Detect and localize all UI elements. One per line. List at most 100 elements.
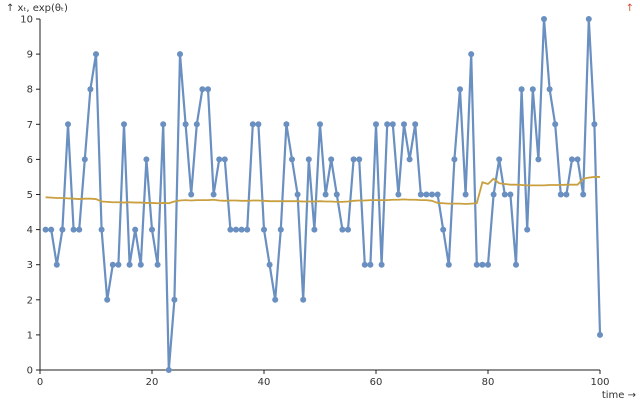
data-point [294, 191, 301, 198]
data-point [462, 191, 469, 198]
data-point [277, 226, 284, 233]
data-point [238, 226, 245, 233]
data-point [434, 191, 441, 198]
data-point [249, 121, 256, 128]
data-point [65, 121, 71, 128]
data-point [205, 86, 211, 93]
data-point [373, 121, 379, 128]
data-point [121, 121, 127, 128]
y-tick-label: 4 [27, 225, 33, 236]
data-point [557, 191, 564, 198]
data-point [580, 191, 587, 198]
x-ticks: 0 20 40 60 80 100 [37, 370, 610, 388]
data-point [367, 261, 374, 268]
data-point [126, 261, 133, 268]
data-point [233, 226, 239, 233]
data-point [378, 261, 385, 268]
data-point [574, 156, 581, 163]
data-point [361, 261, 368, 268]
data-point [272, 296, 279, 303]
x-tick-label: 60 [370, 377, 383, 388]
data-point [356, 156, 363, 163]
data-point [98, 226, 105, 233]
data-point [48, 226, 55, 233]
data-point [188, 191, 195, 198]
data-point [104, 296, 111, 303]
data-point [261, 226, 267, 233]
data-point [507, 191, 514, 198]
data-point [569, 156, 575, 163]
data-point [546, 86, 553, 93]
data-point [193, 121, 200, 128]
y-tick-label: 7 [27, 120, 33, 131]
data-point [429, 191, 435, 198]
data-point [221, 156, 228, 163]
data-point [283, 121, 290, 128]
data-point [199, 86, 206, 93]
data-point [160, 121, 167, 128]
data-point [451, 156, 458, 163]
data-point [479, 261, 486, 268]
data-point [535, 156, 542, 163]
y-tick-label: 9 [27, 50, 33, 61]
data-point [490, 191, 497, 198]
x-axis-label: time → [602, 390, 636, 400]
x-tick-label: 100 [590, 377, 609, 388]
data-point [115, 261, 122, 268]
data-point [395, 191, 402, 198]
data-point [42, 226, 49, 233]
data-point [501, 191, 508, 198]
data-point [445, 261, 452, 268]
data-point [468, 51, 475, 58]
y-tick-label: 0 [27, 366, 33, 377]
x-tick-label: 0 [37, 377, 43, 388]
data-point [345, 226, 351, 233]
data-point [485, 261, 491, 268]
data-point [171, 296, 178, 303]
data-point [59, 226, 66, 233]
y-ticks: 0 1 2 3 4 5 6 7 8 9 10 [20, 15, 40, 377]
data-point [87, 86, 94, 93]
data-point [384, 121, 391, 128]
data-point [227, 226, 234, 233]
data-point [317, 121, 323, 128]
data-point [401, 121, 407, 128]
data-point [473, 261, 480, 268]
data-point [244, 226, 251, 233]
y-tick-label: 2 [27, 295, 33, 306]
data-point [289, 156, 295, 163]
data-point [389, 121, 396, 128]
data-point [440, 226, 447, 233]
data-point [93, 51, 99, 58]
data-point [350, 156, 357, 163]
data-point [81, 156, 88, 163]
data-point [457, 86, 463, 93]
data-point [300, 296, 307, 303]
data-point [591, 121, 598, 128]
data-point [216, 156, 223, 163]
data-point [266, 261, 273, 268]
data-point [177, 51, 183, 58]
data-point [165, 367, 172, 373]
series-layer [42, 16, 603, 373]
data-point [132, 226, 139, 233]
data-point [585, 16, 592, 22]
data-point [70, 226, 77, 233]
data-point [541, 16, 547, 22]
data-point [53, 261, 60, 268]
data-point [406, 156, 413, 163]
data-point [255, 121, 262, 128]
x-tick-label: 40 [258, 377, 271, 388]
x-tick-label: 20 [146, 377, 159, 388]
data-point [496, 156, 503, 163]
data-point [328, 156, 335, 163]
data-point [339, 226, 346, 233]
y-axis-label: ↑ xₜ, exp(θₜ) [6, 3, 68, 14]
y-tick-label: 5 [27, 190, 33, 201]
y-tick-label: 6 [27, 155, 33, 166]
series-1 [42, 16, 603, 373]
y-tick-label: 10 [20, 15, 33, 26]
data-point [76, 226, 83, 233]
data-point [518, 86, 525, 93]
